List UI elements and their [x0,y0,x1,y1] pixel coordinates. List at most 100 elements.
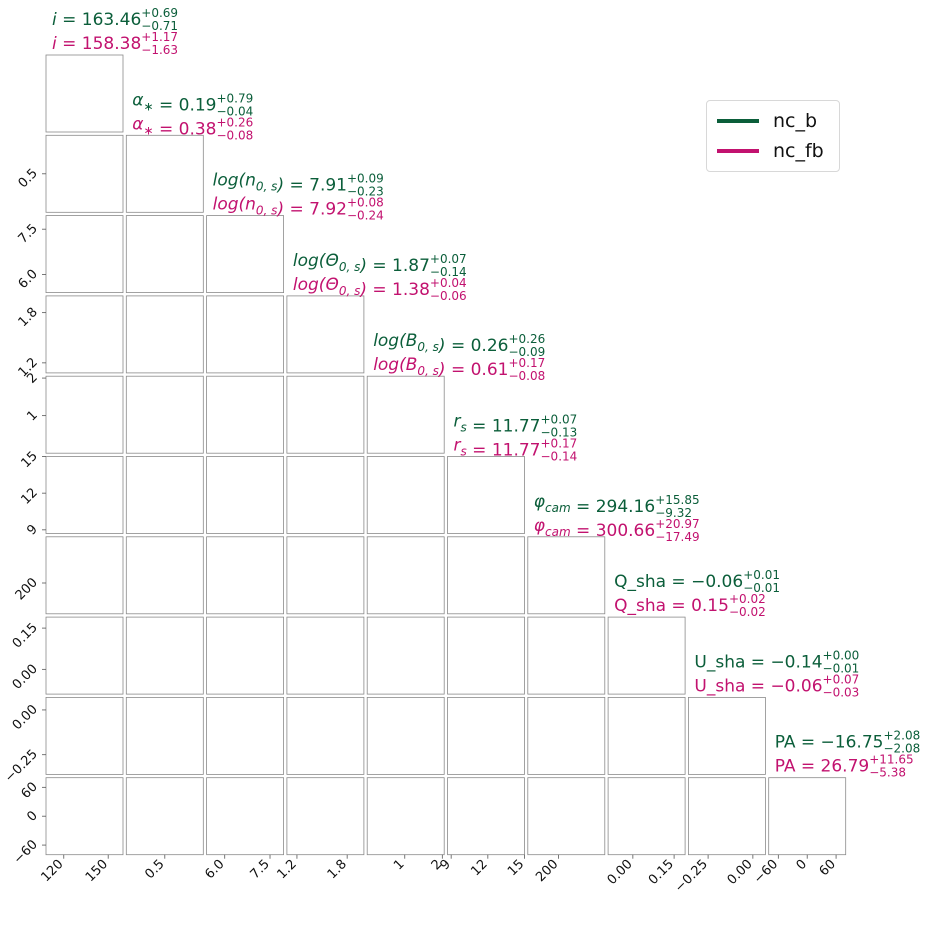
x-tick-label-i: 120 [38,857,66,885]
panel-frame-7-7 [607,616,686,695]
panel-frame-3-0 [45,295,124,374]
summary-log(Θ0,s)-nc_fb: log(Θ0, s) = 1.38+0.04 −0.06 [293,275,467,303]
legend-label-nc-fb: nc_fb [773,140,824,162]
panel-frame-7-3 [286,616,365,695]
x-tick-label-r_s: 12 [468,857,490,879]
panel-frame-0-0 [45,54,124,133]
panel-frame-2-0 [45,215,124,294]
summary-log(n0,s)-nc_fb: log(n0, s) = 7.92+0.08 −0.24 [213,195,384,223]
panel-frame-8-4 [366,697,445,775]
y-tick-label-log(n0,s): 7.5 [16,221,41,246]
legend: nc_b nc_fb [706,100,840,172]
legend-label-nc-b: nc_b [773,110,818,132]
x-tick-label-PA: −60 [751,857,781,887]
panel-frame-4-0 [45,375,124,454]
panel-frame-3-3 [286,295,365,374]
y-tick-label-Q_sha: 0.00 [10,662,41,693]
panel-frame-8-8 [688,697,766,775]
panel-frame-9-2 [206,777,285,856]
summary-PA-nc_fb: PA = 26.79+11.65 −5.38 [775,753,914,780]
summary-i-nc_fb: i = 158.38+1.17 −1.63 [52,30,178,57]
summary-log(B0,s)-nc_fb: log(B0, s) = 0.61+0.17 −0.08 [373,355,545,383]
x-tick-label-i: 150 [83,857,111,885]
panel-frame-2-1 [125,215,204,294]
panel-frame-5-0 [45,456,124,534]
panel-frame-3-2 [206,295,285,374]
summary-Q_sha-nc_fb: Q_sha = 0.15+0.02 −0.02 [614,592,766,619]
summary-log(B0,s)-nc_b: log(B0, s) = 0.26+0.26 −0.09 [373,331,545,359]
y-tick-label-Q_sha: 0.15 [10,620,41,651]
summary-log(Θ0,s)-nc_b: log(Θ0, s) = 1.87+0.07 −0.14 [293,251,467,279]
summary-i-nc_b: i = 163.46+0.69 −0.71 [52,6,178,33]
panel-frame-1-0 [45,134,124,213]
y-tick-label-PA: −60 [11,837,41,867]
panel-frame-6-2 [206,536,285,615]
summary-U_sha-nc_b: U_sha = −0.14+0.00 −0.01 [694,648,859,675]
x-tick-label-U_sha: 0.00 [725,857,756,888]
y-tick-label-r_s: 9 [24,522,40,538]
y-tick-label-U_sha: 0.00 [10,702,41,733]
y-tick-label-log(n0,s): 6.0 [16,267,41,292]
marginal-hist-i-nc_b [124,66,132,132]
panel-frame-9-0 [45,777,124,856]
x-tick-label-log(Θ0,s): 1.2 [275,857,300,882]
panel-frame-8-3 [286,697,365,775]
panel-frame-9-3 [286,777,365,856]
panel-frame-5-3 [286,456,365,534]
panel-frame-6-6 [527,536,606,615]
summary-log(n0,s)-nc_b: log(n0, s) = 7.91+0.09 −0.23 [213,171,384,199]
panel-frame-5-1 [125,456,204,534]
y-tick-label-U_sha: −0.25 [2,747,41,786]
panel-frame-7-1 [125,616,204,695]
x-tick-label-r_s: 15 [505,857,527,879]
y-tick-label-φ_cam: 200 [13,575,41,603]
summary-α*-nc_b: α∗ = 0.19+0.79 −0.04 [132,90,253,118]
y-tick-label-α*: 0.5 [16,166,41,191]
panel-frame-7-2 [206,616,285,695]
y-tick-label-r_s: 12 [19,485,41,507]
summary-r_s-nc_fb: rs = 11.77+0.17 −0.14 [454,436,578,464]
legend-entry-nc-b: nc_b [717,109,817,133]
summary-PA-nc_b: PA = −16.75+2.08 −2.08 [775,729,921,756]
panel-frame-1-1 [125,134,204,213]
panel-frame-4-4 [366,375,445,454]
panel-frame-8-5 [447,697,525,775]
y-tick-label-r_s: 15 [19,449,41,471]
panel-frame-4-2 [206,375,285,454]
panel-frame-6-3 [286,536,365,615]
legend-swatch-nc-fb [717,149,759,153]
summary-φ_cam-nc_b: φcam = 294.16+15.85 −9.32 [534,492,700,520]
panel-frame-9-8 [688,777,766,856]
summary-α*-nc_fb: α∗ = 0.38+0.26 −0.08 [132,114,253,142]
y-tick-label-PA: 60 [19,780,41,802]
panel-frame-7-5 [447,616,525,695]
x-tick-label-log(n0,s): 7.5 [248,857,273,882]
panel-frame-7-4 [366,616,445,695]
x-tick-label-α*: 0.5 [142,857,167,882]
panel-frame-6-0 [45,536,124,615]
y-tick-label-log(Θ0,s): 1.8 [16,305,41,330]
summary-U_sha-nc_fb: U_sha = −0.06+0.07 −0.03 [694,672,859,699]
panel-frame-6-5 [447,536,525,615]
legend-swatch-nc-b [717,119,759,123]
x-tick-label-log(Θ0,s): 1.8 [325,857,350,882]
panel-frame-2-2 [206,215,285,294]
y-tick-label-log(B0,s): 1 [24,408,40,424]
summary-Q_sha-nc_b: Q_sha = −0.06+0.01 −0.01 [614,568,780,595]
panel-frame-8-7 [607,697,686,775]
summary-r_s-nc_b: rs = 11.77+0.07 −0.13 [454,412,578,440]
legend-entry-nc-fb: nc_fb [717,139,824,163]
panel-frame-5-4 [366,456,445,534]
panel-frame-5-2 [206,456,285,534]
x-tick-label-PA: 0 [794,857,810,873]
panel-frame-9-1 [125,777,204,856]
panel-frame-9-5 [447,777,525,856]
panel-frame-9-6 [527,777,606,856]
panel-frame-9-4 [366,777,445,856]
panel-frame-5-5 [447,456,525,534]
panel-frame-9-9 [768,777,847,856]
summary-φ_cam-nc_fb: φcam = 300.66+20.97 −17.49 [534,516,700,544]
x-tick-label-Q_sha: 0.15 [646,857,677,888]
x-tick-label-Q_sha: 0.00 [605,857,636,888]
